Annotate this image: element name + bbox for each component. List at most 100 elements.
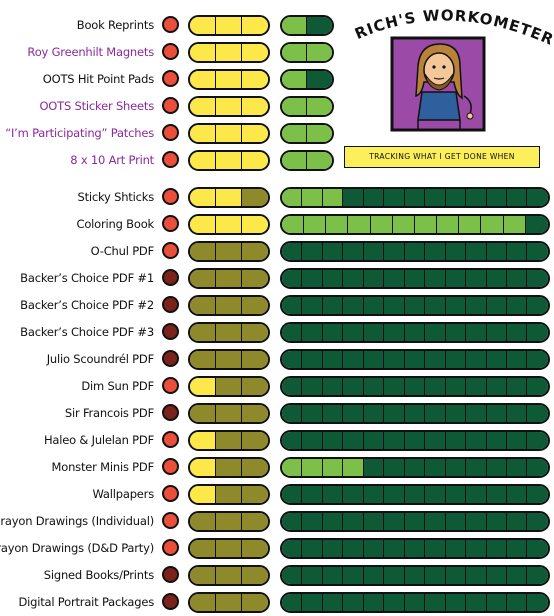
stage-segment — [242, 297, 268, 314]
progress-segment — [282, 297, 303, 314]
progress-segment — [486, 459, 507, 476]
progress-row: Coloring Book — [0, 211, 554, 238]
stage-segment — [242, 513, 268, 530]
progress-segment — [384, 243, 405, 260]
progress-meter — [280, 538, 550, 559]
progress-row: Wallpapers — [0, 481, 554, 508]
progress-segment — [322, 567, 344, 584]
progress-segment — [506, 594, 528, 611]
item-label: Backer’s Choice PDF #1 — [20, 271, 154, 285]
status-dot — [162, 566, 179, 583]
progress-segment — [404, 567, 426, 584]
progress-segment — [425, 270, 446, 287]
progress-segment — [404, 351, 426, 368]
stage-segment — [216, 378, 242, 395]
progress-segment — [282, 71, 307, 88]
progress-segment — [282, 44, 307, 61]
progress-segment — [384, 351, 405, 368]
status-dot — [162, 593, 179, 610]
progress-row: Monster Minis PDF — [0, 454, 554, 481]
progress-segment — [459, 216, 482, 233]
progress-segment — [302, 270, 323, 287]
progress-row: Haleo & Julelan PDF — [0, 427, 554, 454]
progress-segment — [370, 216, 393, 233]
stage-meter — [188, 511, 270, 532]
progress-segment — [527, 378, 548, 395]
status-dot — [162, 215, 179, 232]
progress-segment — [404, 324, 426, 341]
progress-segment — [322, 540, 344, 557]
progress-segment — [363, 297, 385, 314]
progress-segment — [527, 513, 548, 530]
stage-segment — [190, 125, 216, 142]
progress-segment — [302, 378, 323, 395]
item-label: Wallpapers — [92, 487, 154, 501]
progress-segment — [343, 378, 364, 395]
progress-segment — [363, 513, 385, 530]
progress-segment — [302, 459, 323, 476]
progress-segment — [282, 98, 307, 115]
progress-segment — [302, 567, 323, 584]
progress-segment — [282, 324, 303, 341]
stage-segment — [190, 486, 216, 503]
progress-meter — [280, 150, 334, 171]
progress-segment — [348, 216, 371, 233]
item-label: OOTS Sticker Sheets — [39, 99, 154, 113]
item-label: Book Reprints — [76, 18, 154, 32]
progress-meter — [280, 457, 550, 478]
progress-segment — [486, 297, 507, 314]
progress-row: Signed Books/Prints — [0, 562, 554, 589]
stage-segment — [216, 432, 242, 449]
progress-segment — [322, 243, 344, 260]
progress-segment — [414, 216, 438, 233]
progress-segment — [404, 189, 426, 206]
stage-segment — [190, 378, 216, 395]
status-dot — [162, 458, 179, 475]
status-dot — [162, 539, 179, 556]
progress-segment — [404, 486, 426, 503]
progress-segment — [506, 513, 528, 530]
stage-segment — [190, 152, 216, 169]
progress-segment — [445, 432, 467, 449]
status-dot — [162, 124, 179, 141]
progress-meter — [280, 15, 334, 36]
progress-segment — [307, 71, 332, 88]
progress-row: Julio Scoundrél PDF — [0, 346, 554, 373]
progress-segment — [506, 486, 528, 503]
progress-segment — [322, 513, 344, 530]
progress-segment — [363, 432, 385, 449]
progress-segment — [302, 189, 323, 206]
progress-segment — [282, 152, 307, 169]
progress-segment — [282, 540, 303, 557]
progress-segment — [506, 243, 528, 260]
stage-meter — [188, 241, 270, 262]
stage-segment — [190, 459, 216, 476]
progress-segment — [466, 243, 487, 260]
stage-meter — [188, 268, 270, 289]
progress-segment — [404, 594, 426, 611]
stage-meter — [188, 430, 270, 451]
author-portrait — [390, 36, 486, 132]
stage-segment — [242, 270, 268, 287]
progress-segment — [527, 351, 548, 368]
progress-segment — [466, 378, 487, 395]
progress-meter — [280, 295, 550, 316]
stage-segment — [190, 567, 216, 584]
progress-segment — [282, 459, 303, 476]
progress-meter — [280, 376, 550, 397]
progress-meter — [280, 565, 550, 586]
progress-segment — [282, 513, 303, 530]
progress-segment — [527, 459, 548, 476]
progress-segment — [486, 351, 507, 368]
progress-meter — [280, 511, 550, 532]
progress-segment — [425, 324, 446, 341]
item-label: Crayon Drawings (Individual) — [0, 514, 154, 528]
progress-segment — [343, 270, 364, 287]
stage-segment — [216, 540, 242, 557]
progress-meter — [280, 241, 550, 262]
progress-segment — [506, 567, 528, 584]
stage-segment — [216, 594, 242, 611]
progress-segment — [404, 405, 426, 422]
progress-segment — [304, 216, 327, 233]
progress-segment — [445, 351, 467, 368]
